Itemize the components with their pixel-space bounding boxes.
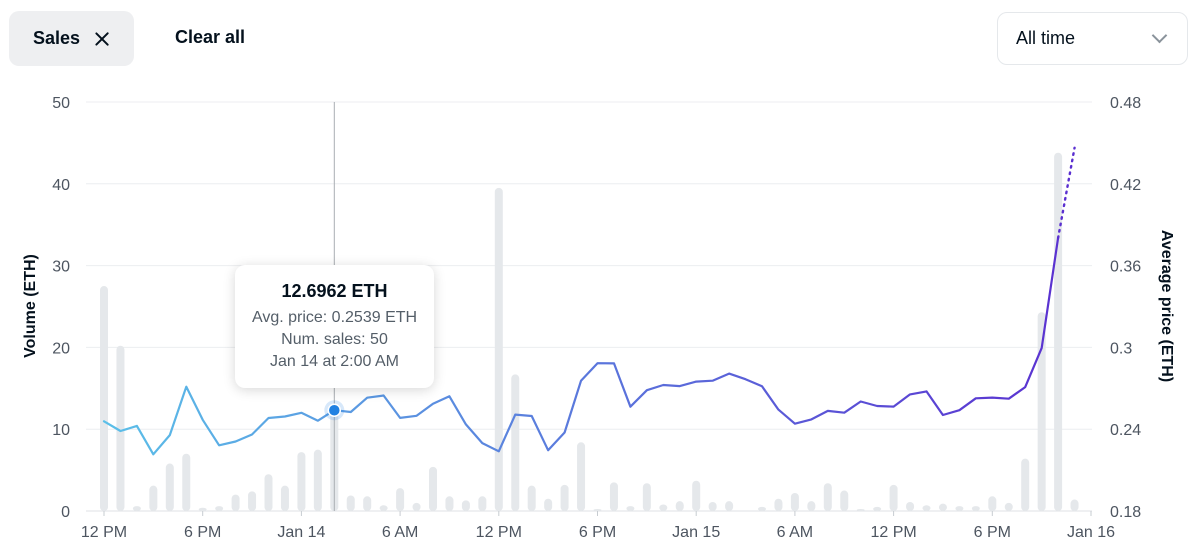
volume-bar[interactable] [906, 502, 915, 511]
y2-tick-label-right: 0.42 [1110, 177, 1141, 194]
volume-bar[interactable] [248, 491, 257, 511]
x-tick-label: 12 PM [81, 524, 127, 541]
volume-bar[interactable] [642, 483, 651, 511]
volume-bar[interactable] [198, 507, 207, 511]
volume-bar[interactable] [577, 442, 586, 511]
volume-bar[interactable] [231, 494, 240, 511]
x-tick-label: Jan 15 [672, 524, 720, 541]
volume-bar[interactable] [922, 505, 931, 511]
x-tick-label: Jan 14 [277, 524, 325, 541]
volume-bar[interactable] [527, 485, 536, 511]
volume-bar[interactable] [363, 496, 372, 511]
y2-tick-label-right: 0.48 [1110, 95, 1141, 112]
volume-bar[interactable] [412, 502, 421, 511]
volume-bar[interactable] [544, 498, 553, 511]
volume-bar[interactable] [396, 488, 405, 511]
volume-bar[interactable] [873, 506, 882, 511]
volume-bar[interactable] [297, 452, 306, 511]
avg-price-projection [1056, 146, 1076, 240]
volume-bar[interactable] [840, 490, 849, 511]
y-tick-label-left: 50 [52, 95, 70, 112]
volume-bar[interactable] [116, 345, 125, 511]
y-tick-label-left: 30 [52, 259, 70, 276]
volume-bar[interactable] [823, 483, 832, 511]
volume-bar[interactable] [264, 474, 273, 511]
volume-bar[interactable] [971, 506, 980, 511]
volume-bar[interactable] [182, 453, 191, 511]
volume-bar[interactable] [511, 374, 520, 511]
volume-bar[interactable] [1054, 152, 1063, 511]
volume-bar[interactable] [149, 485, 158, 511]
tooltip-avg-price: Avg. price: 0.2539 ETH [251, 309, 418, 326]
volume-bar[interactable] [692, 480, 701, 511]
volume-bar[interactable] [790, 493, 799, 511]
volume-bar[interactable] [758, 506, 766, 511]
volume-bar[interactable] [1021, 458, 1030, 511]
volume-bar[interactable] [461, 500, 470, 511]
volume-bar[interactable] [280, 485, 289, 511]
time-range-value: All time [1016, 28, 1076, 48]
y-tick-label-left: 20 [52, 340, 70, 357]
volume-bar[interactable] [807, 501, 816, 511]
volume-bar[interactable] [165, 463, 174, 511]
volume-bar[interactable] [856, 509, 865, 511]
y2-tick-label-right: 0.36 [1110, 259, 1141, 276]
volume-bar[interactable] [955, 506, 964, 511]
volume-bar[interactable] [346, 495, 355, 511]
x-tick-label: 6 PM [579, 524, 616, 541]
tooltip-time: Jan 14 at 2:00 AM [270, 353, 399, 370]
volume-bar[interactable] [100, 286, 108, 511]
volume-bar[interactable] [215, 506, 224, 511]
hover-point[interactable] [327, 403, 342, 417]
volume-bar[interactable] [1070, 499, 1079, 511]
volume-bar[interactable] [725, 501, 734, 511]
volume-bar[interactable] [708, 502, 717, 511]
clear-all-button[interactable]: Clear all [175, 27, 246, 47]
volume-bar[interactable] [609, 482, 618, 511]
y2-tick-label-right: 0.24 [1110, 422, 1141, 439]
sales-chip-label: Sales [32, 28, 81, 48]
x-tick-label: Jan 16 [1067, 524, 1115, 541]
volume-bar[interactable] [1037, 312, 1046, 511]
avg-price-line [102, 236, 1060, 456]
volume-bar[interactable] [313, 449, 322, 511]
y-axis-title-right: Average price (ETH) [1158, 230, 1175, 382]
volume-bar[interactable] [593, 509, 602, 511]
y2-tick-label-right: 0.3 [1110, 340, 1132, 357]
volume-bar[interactable] [132, 506, 141, 511]
volume-bar[interactable] [560, 484, 569, 511]
volume-bar[interactable] [1004, 502, 1013, 511]
volume-bar[interactable] [445, 496, 454, 511]
x-tick-label: 6 AM [777, 524, 813, 541]
x-tick-label: 6 AM [382, 524, 418, 541]
x-tick-label: 12 PM [476, 524, 522, 541]
volume-bar[interactable] [494, 187, 503, 511]
volume-bar[interactable] [675, 501, 684, 511]
volume-bar[interactable] [889, 484, 898, 511]
time-range-select[interactable]: All time [997, 12, 1188, 65]
x-tick-label: 6 PM [184, 524, 221, 541]
volume-bar[interactable] [429, 466, 437, 511]
volume-bar[interactable] [659, 504, 668, 511]
x-tick-label: 12 PM [870, 524, 916, 541]
x-tick-label: 6 PM [974, 524, 1011, 541]
y-tick-label-left: 10 [52, 422, 70, 439]
volume-bar[interactable] [774, 498, 783, 511]
y-tick-label-left: 40 [52, 177, 70, 194]
volume-bar[interactable] [478, 496, 487, 511]
volume-bar[interactable] [379, 505, 388, 511]
volume-bar[interactable] [988, 496, 997, 511]
y2-tick-label-right: 0.18 [1110, 504, 1141, 521]
volume-bar[interactable] [626, 506, 635, 511]
tooltip-num-sales: Num. sales: 50 [281, 331, 388, 348]
volume-bar[interactable] [938, 503, 947, 511]
sales-filter-chip[interactable]: Sales [9, 11, 134, 66]
y-tick-label-left: 0 [61, 504, 70, 521]
y-axis-title-left: Volume (ETH) [22, 254, 39, 358]
tooltip-volume: 12.6962 ETH [281, 281, 388, 301]
chart-tooltip: 12.6962 ETH Avg. price: 0.2539 ETH Num. … [235, 265, 434, 388]
